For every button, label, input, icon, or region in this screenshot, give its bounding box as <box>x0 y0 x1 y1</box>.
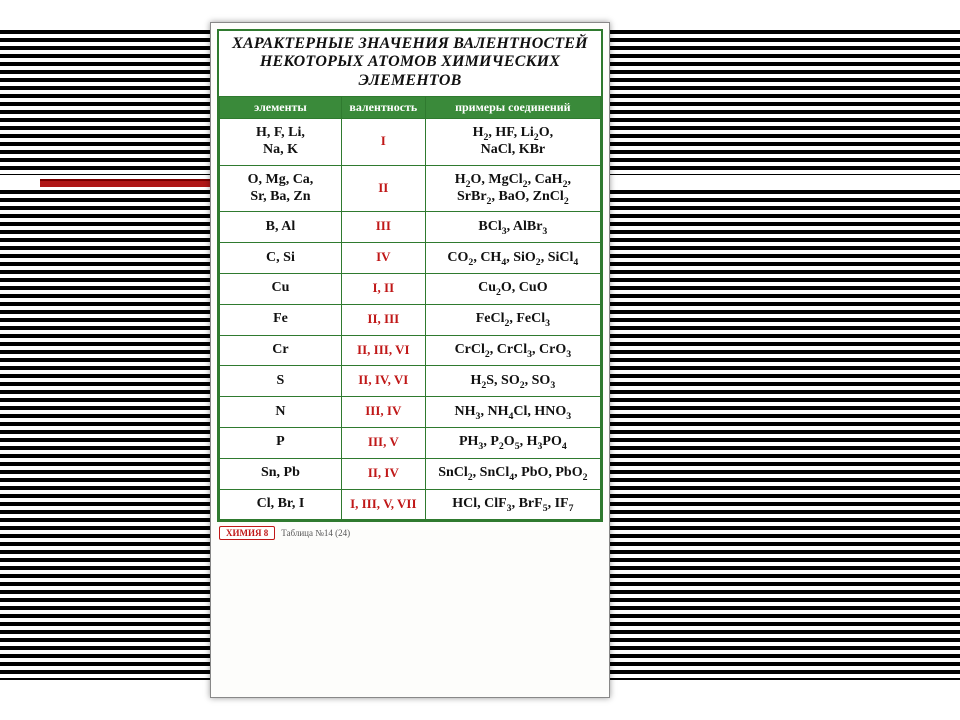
cell-elements: B, Al <box>220 212 342 243</box>
table-row: H, F, Li,Na, KIH2, HF, Li2O,NaCl, KBr <box>220 119 601 166</box>
table-row: CuI, IICu2O, CuO <box>220 273 601 304</box>
cell-elements: C, Si <box>220 243 342 274</box>
cell-examples: PH3, P2O5, H3PO4 <box>425 427 600 458</box>
col-header-valence: валентность <box>341 97 425 119</box>
table-body: H, F, Li,Na, KIH2, HF, Li2O,NaCl, KBrO, … <box>220 119 601 520</box>
cell-elements: P <box>220 427 342 458</box>
cell-examples: H2S, SO2, SO3 <box>425 366 600 397</box>
cell-examples: Cu2O, CuO <box>425 273 600 304</box>
table-row: B, AlIIIBCl3, AlBr3 <box>220 212 601 243</box>
cell-elements: Sn, Pb <box>220 458 342 489</box>
poster-card: ХАРАКТЕРНЫЕ ЗНАЧЕНИЯ ВАЛЕНТНОСТЕЙ НЕКОТО… <box>210 22 610 698</box>
cell-elements: H, F, Li,Na, K <box>220 119 342 166</box>
cell-valence: I, III, V, VII <box>341 489 425 520</box>
cell-examples: H2O, MgCl2, CaH2,SrBr2, BaO, ZnCl2 <box>425 165 600 212</box>
cell-examples: FeCl2, FeCl3 <box>425 304 600 335</box>
cell-valence: III <box>341 212 425 243</box>
cell-valence: IV <box>341 243 425 274</box>
cell-examples: CO2, CH4, SiO2, SiCl4 <box>425 243 600 274</box>
cell-valence: II, III, VI <box>341 335 425 366</box>
cell-elements: N <box>220 397 342 428</box>
cell-examples: H2, HF, Li2O,NaCl, KBr <box>425 119 600 166</box>
table-row: O, Mg, Ca,Sr, Ba, ZnIIH2O, MgCl2, CaH2,S… <box>220 165 601 212</box>
cell-elements: O, Mg, Ca,Sr, Ba, Zn <box>220 165 342 212</box>
cell-examples: HCl, ClF3, BrF5, IF7 <box>425 489 600 520</box>
table-row: CrII, III, VICrCl2, CrCl3, CrO3 <box>220 335 601 366</box>
table-row: NIII, IVNH3, NH4Cl, HNO3 <box>220 397 601 428</box>
col-header-elements: элементы <box>220 97 342 119</box>
table-number-label: Таблица №14 (24) <box>281 528 350 538</box>
cell-valence: II, IV <box>341 458 425 489</box>
cell-valence: III, V <box>341 427 425 458</box>
cell-elements: Cu <box>220 273 342 304</box>
poster-inner-frame: ХАРАКТЕРНЫЕ ЗНАЧЕНИЯ ВАЛЕНТНОСТЕЙ НЕКОТО… <box>217 29 603 522</box>
table-row: FeII, IIIFeCl2, FeCl3 <box>220 304 601 335</box>
cell-elements: Fe <box>220 304 342 335</box>
valence-table: элементы валентность примеры соединений … <box>219 96 601 520</box>
cell-examples: BCl3, AlBr3 <box>425 212 600 243</box>
table-row: C, SiIVCO2, CH4, SiO2, SiCl4 <box>220 243 601 274</box>
table-header-row: элементы валентность примеры соединений <box>220 97 601 119</box>
cell-valence: II <box>341 165 425 212</box>
cell-valence: II, IV, VI <box>341 366 425 397</box>
title-line-1: ХАРАКТЕРНЫЕ ЗНАЧЕНИЯ ВАЛЕНТНОСТЕЙ <box>232 35 588 52</box>
title-line-2: НЕКОТОРЫХ АТОМОВ ХИМИЧЕСКИХ ЭЛЕМЕНТОВ <box>260 53 560 88</box>
cell-elements: Cl, Br, I <box>220 489 342 520</box>
poster-title: ХАРАКТЕРНЫЕ ЗНАЧЕНИЯ ВАЛЕНТНОСТЕЙ НЕКОТО… <box>219 31 601 96</box>
table-row: SII, IV, VIH2S, SO2, SO3 <box>220 366 601 397</box>
cell-examples: NH3, NH4Cl, HNO3 <box>425 397 600 428</box>
table-row: Cl, Br, II, III, V, VIIHCl, ClF3, BrF5, … <box>220 489 601 520</box>
cell-examples: SnCl2, SnCl4, PbO, PbO2 <box>425 458 600 489</box>
cell-valence: II, III <box>341 304 425 335</box>
cell-examples: CrCl2, CrCl3, CrO3 <box>425 335 600 366</box>
table-row: PIII, VPH3, P2O5, H3PO4 <box>220 427 601 458</box>
cell-elements: S <box>220 366 342 397</box>
cell-valence: III, IV <box>341 397 425 428</box>
table-row: Sn, PbII, IVSnCl2, SnCl4, PbO, PbO2 <box>220 458 601 489</box>
cell-valence: I, II <box>341 273 425 304</box>
col-header-examples: примеры соединений <box>425 97 600 119</box>
poster-footer: ХИМИЯ 8 Таблица №14 (24) <box>217 522 603 540</box>
cell-elements: Cr <box>220 335 342 366</box>
cell-valence: I <box>341 119 425 166</box>
subject-chip: ХИМИЯ 8 <box>219 526 275 540</box>
red-underline-bar <box>40 179 210 187</box>
